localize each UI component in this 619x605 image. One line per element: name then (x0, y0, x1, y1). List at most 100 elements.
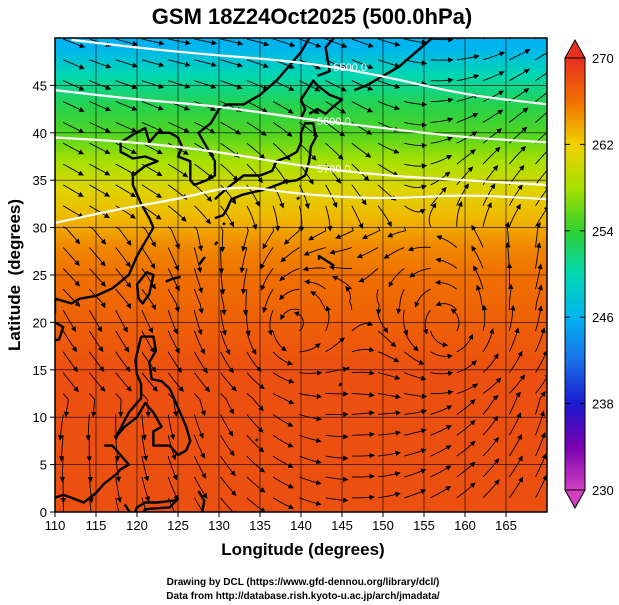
y-tick-label: 5 (40, 458, 47, 473)
streamline (299, 370, 323, 376)
streamline (299, 393, 323, 400)
streamline (219, 226, 226, 253)
streamline (272, 351, 293, 366)
coastline (55, 38, 311, 315)
streamline (246, 101, 268, 113)
coastline (198, 256, 206, 266)
streamline (508, 391, 522, 415)
y-tick-label: 30 (33, 221, 47, 236)
streamline (509, 68, 530, 82)
streamline (456, 482, 476, 499)
streamline (62, 205, 84, 218)
streamline (115, 268, 132, 288)
streamline (62, 393, 70, 418)
streamline (404, 393, 428, 399)
colorbar-tick-label: 270 (592, 51, 614, 66)
streamline (430, 389, 454, 396)
streamline (115, 38, 139, 47)
streamline (246, 38, 270, 47)
streamline (356, 247, 379, 259)
streamline (535, 349, 547, 373)
streamline (262, 288, 274, 313)
grid-lines (55, 38, 547, 512)
streamline (377, 372, 401, 380)
streamline (220, 434, 235, 457)
streamline (456, 149, 476, 165)
streamline (329, 247, 352, 255)
streamline (272, 38, 296, 47)
coastline (115, 335, 192, 457)
streamline (404, 448, 427, 457)
streamline (508, 374, 526, 394)
streamline (308, 226, 327, 241)
streamline (141, 142, 163, 155)
streamline (168, 59, 191, 67)
streamline (476, 284, 484, 311)
streamline (404, 351, 425, 365)
streamline (430, 330, 449, 348)
streamline (141, 393, 151, 418)
streamline (89, 184, 111, 197)
streamline (246, 142, 266, 160)
streamline (246, 497, 266, 512)
streamline (220, 455, 236, 477)
streamline (246, 80, 269, 91)
streamline (89, 205, 110, 219)
credit-data: Data from http://database.rish.kyoto-u.a… (166, 591, 440, 602)
coastline (299, 79, 344, 120)
coastline (317, 254, 335, 267)
streamline (482, 377, 502, 394)
streamline (299, 455, 322, 465)
streamline (115, 205, 136, 219)
streamline (482, 436, 499, 457)
y-tick-label: 45 (33, 78, 47, 93)
x-tick-label: 150 (372, 518, 394, 533)
streamline (167, 247, 180, 272)
streamline (325, 476, 349, 483)
streamline (115, 101, 138, 111)
x-tick-label: 110 (45, 518, 66, 533)
y-tick-label: 35 (33, 173, 47, 188)
streamline (325, 38, 348, 48)
streamline (351, 38, 374, 48)
coastline (213, 241, 219, 246)
streamline (272, 101, 294, 114)
streamline (89, 121, 111, 133)
streamline (404, 121, 428, 128)
streamline (193, 414, 204, 439)
streamline (167, 455, 178, 481)
x-tick-label: 165 (495, 518, 517, 533)
y-tick-label: 25 (33, 268, 47, 283)
streamline (241, 226, 249, 252)
streamline (115, 247, 131, 268)
streamline (299, 38, 322, 48)
colorbar-ticks: 270 262 254 246 238 230 (565, 51, 614, 498)
streamline (482, 90, 505, 102)
streamline (482, 415, 499, 436)
streamline (141, 59, 165, 68)
streamline (430, 445, 452, 457)
streamline (325, 337, 345, 353)
streamline (260, 247, 274, 270)
streamline (62, 101, 85, 112)
x-tick-label: 125 (167, 518, 189, 533)
streamline (508, 433, 522, 457)
streamline (246, 434, 265, 453)
streamline (482, 202, 492, 227)
streamline (260, 268, 274, 291)
x-tick-label: 160 (454, 518, 476, 533)
streamline (246, 351, 262, 372)
streamline (62, 142, 85, 155)
streamline (115, 80, 138, 90)
streamline (535, 131, 547, 144)
streamline (220, 163, 239, 182)
streamline (89, 393, 97, 418)
streamline (89, 247, 106, 267)
streamline (167, 476, 179, 501)
streamline (377, 163, 399, 177)
streamline (436, 235, 458, 248)
streamline (378, 491, 401, 499)
streamline (141, 456, 150, 482)
streamline (404, 409, 428, 415)
